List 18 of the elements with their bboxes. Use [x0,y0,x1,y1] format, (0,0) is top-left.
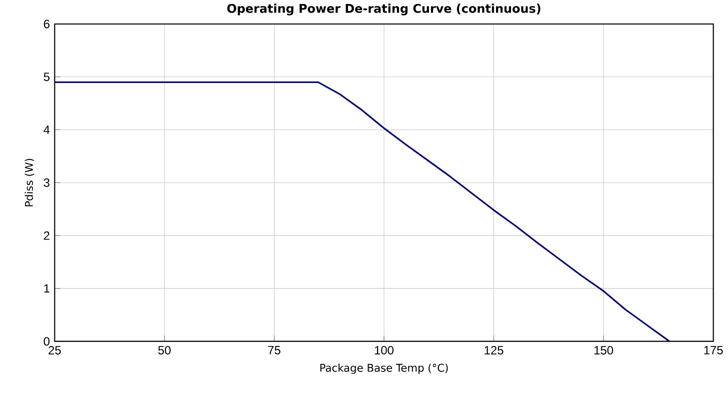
x-tick-label: 100 [374,346,394,354]
x-tick-label: 50 [158,346,171,354]
y-tick-label: 4 [44,126,50,134]
x-axis-title: Package Base Temp (°C) [320,364,448,374]
y-tick-label: 2 [44,231,50,240]
x-tick-label: 175 [704,346,723,354]
x-tick-label: 125 [484,346,504,354]
y-tick-label: 5 [44,72,50,82]
chart-title: Operating Power De-rating Curve (continuous) [227,4,540,16]
line-series [54,81,670,342]
y-tick-label: 3 [44,178,50,187]
y-tick-label: 1 [44,284,50,293]
x-tick-label: 75 [268,346,280,354]
x-tick-label: 25 [48,346,61,354]
y-tick-label: 0 [44,337,50,346]
x-tick-label: 150 [594,346,614,354]
y-axis-title: Pdiss (W) [24,158,34,206]
y-tick-label: 6 [44,20,50,28]
